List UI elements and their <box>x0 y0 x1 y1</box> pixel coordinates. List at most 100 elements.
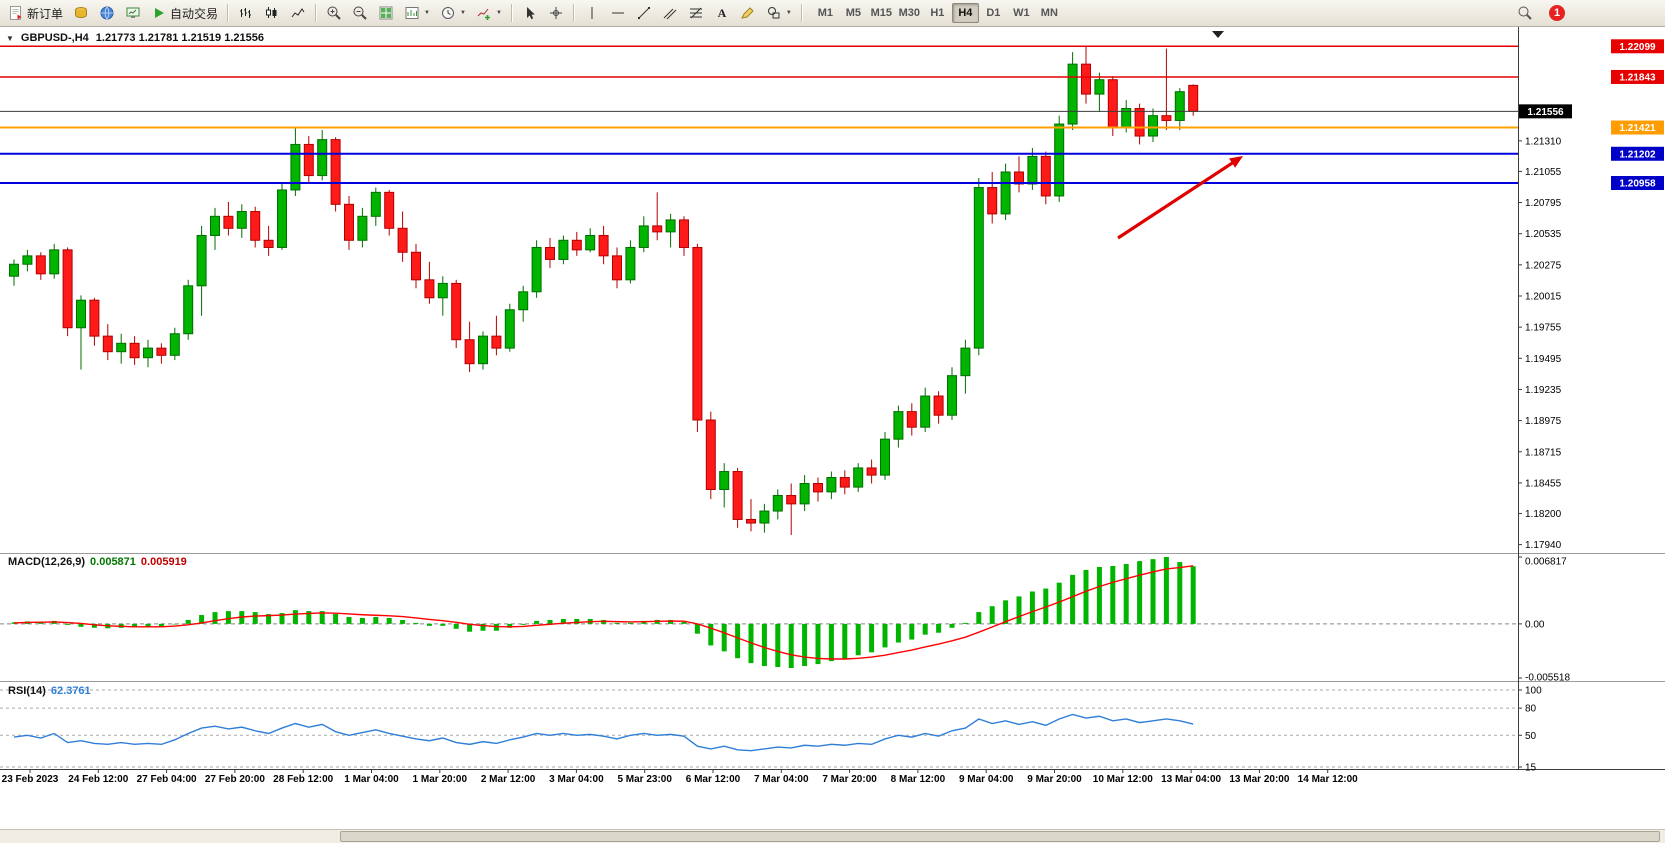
candle <box>705 419 716 490</box>
candle <box>317 139 328 177</box>
timeframe-button-M15[interactable]: M15 <box>868 3 895 23</box>
macd-histogram-bar <box>735 623 741 659</box>
trendline-tool-button[interactable] <box>632 2 656 24</box>
scrollbar-thumb[interactable] <box>340 831 1660 842</box>
horizontal-scrollbar[interactable] <box>0 829 1665 843</box>
shapes-tool-button[interactable]: ▼ <box>762 2 796 24</box>
zoom-out-button[interactable] <box>348 2 372 24</box>
channel-tool-button[interactable] <box>658 2 682 24</box>
price-tick-label: 1.18455 <box>1525 478 1562 489</box>
dropdown-arrow-icon: ▼ <box>785 10 792 16</box>
vertical-line-icon <box>591 7 593 19</box>
line-chart-mode-button[interactable] <box>286 2 310 24</box>
indicators-button[interactable]: ▼ <box>472 2 506 24</box>
timeframe-button-H1[interactable]: H1 <box>924 3 951 23</box>
time-tick-label: 8 Mar 12:00 <box>891 774 946 785</box>
horizontal-line-tool-button[interactable] <box>606 2 630 24</box>
time-tick-label: 10 Mar 12:00 <box>1093 774 1153 785</box>
zoom-in-button[interactable] <box>322 2 346 24</box>
new-order-button[interactable]: 新订单 <box>4 2 67 24</box>
tile-windows-button[interactable] <box>374 2 398 24</box>
market-watch-button[interactable] <box>69 2 93 24</box>
macd-histogram-bar <box>788 623 794 669</box>
label-tool-button[interactable] <box>736 2 760 24</box>
candle <box>759 510 770 524</box>
timeframe-button-MN[interactable]: MN <box>1036 3 1063 23</box>
macd-histogram-bar <box>1150 559 1156 624</box>
fibonacci-tool-button[interactable] <box>684 2 708 24</box>
templates-button[interactable]: ▼ <box>400 2 434 24</box>
macd-histogram-bar <box>1003 600 1009 624</box>
timeframe-button-W1[interactable]: W1 <box>1008 3 1035 23</box>
trend-arrow[interactable] <box>1117 156 1243 240</box>
macd-histogram-bar <box>1177 562 1183 624</box>
candle <box>424 279 435 299</box>
candle <box>1067 63 1078 125</box>
price-tick-label: 1.21310 <box>1525 136 1562 147</box>
candle <box>183 285 194 335</box>
price-badge-text: 1.21202 <box>1619 149 1656 160</box>
chart-shift-marker[interactable] <box>1212 31 1224 38</box>
macd-histogram-bar <box>895 623 901 643</box>
time-tick-label: 9 Mar 04:00 <box>959 774 1014 785</box>
time-tick-label: 14 Mar 12:00 <box>1298 774 1358 785</box>
macd-histogram-bar <box>185 619 191 624</box>
price-chart-canvas[interactable]: 1.22099 1.21843 1.21556 1.21421 1.21202 1.209… <box>0 27 1665 843</box>
price-badge <box>1611 176 1664 191</box>
data-window-button[interactable] <box>95 2 119 24</box>
candle <box>1040 155 1051 197</box>
svg-text:A: A <box>718 6 727 20</box>
macd-histogram-bar <box>694 623 700 634</box>
bar-chart-mode-button[interactable] <box>234 2 258 24</box>
candle <box>76 299 86 329</box>
macd-histogram-bar <box>292 610 298 624</box>
candle <box>116 342 127 353</box>
candle <box>746 518 756 524</box>
candle <box>210 215 220 236</box>
candle <box>464 339 475 365</box>
cursor-button[interactable] <box>518 2 542 24</box>
candle <box>35 255 46 275</box>
time-axis[interactable]: 23 Feb 2023 24 Feb 12:00 27 Feb 04:00 27 Fe… <box>2 769 1359 785</box>
search-icon <box>1518 6 1532 20</box>
macd-histogram-bar <box>386 617 392 624</box>
line-chart-icon <box>291 8 305 18</box>
candle <box>1174 91 1185 121</box>
autotrading-button[interactable]: 自动交易 <box>147 2 222 24</box>
candle <box>772 494 783 512</box>
price-axis[interactable]: 1.21310 1.21055 1.20795 1.20535 1.20275 1.200… <box>1518 136 1562 551</box>
macd-histogram-bar <box>1190 566 1196 624</box>
candle <box>156 347 167 356</box>
globe-icon <box>100 6 114 20</box>
notification-badge[interactable]: 1 <box>1549 5 1565 21</box>
search-button[interactable] <box>1513 2 1537 24</box>
terminal-button[interactable] <box>121 2 145 24</box>
periods-button[interactable]: ▼ <box>436 2 470 24</box>
timeframe-button-H4[interactable]: H4 <box>951 3 979 23</box>
vertical-line-tool-button[interactable] <box>580 2 604 24</box>
toolbar-separator <box>227 4 230 22</box>
text-tool-button[interactable]: A <box>710 2 734 24</box>
candle <box>625 246 636 281</box>
candle <box>344 203 354 241</box>
candle <box>370 191 381 217</box>
candle <box>799 483 810 505</box>
macd-histogram-bar <box>909 623 915 640</box>
macd-histogram-bar <box>1123 564 1129 624</box>
macd-histogram-bar <box>1137 561 1143 624</box>
crosshair-button[interactable] <box>544 2 568 24</box>
candle <box>263 239 274 248</box>
timeframe-button-D1[interactable]: D1 <box>980 3 1007 23</box>
candlestick-mode-button[interactable] <box>260 2 284 24</box>
timeframe-button-M1[interactable]: M1 <box>812 3 839 23</box>
macd-histogram-bar <box>681 621 687 624</box>
candle <box>638 225 649 248</box>
macd-histogram-bar <box>815 623 821 665</box>
macd-histogram-bar <box>922 623 928 635</box>
price-tick-label: 1.17940 <box>1525 540 1562 551</box>
macd-histogram-bar <box>333 614 339 624</box>
macd-histogram-bar <box>534 620 540 624</box>
timeframe-button-M5[interactable]: M5 <box>840 3 867 23</box>
timeframe-button-M30[interactable]: M30 <box>896 3 923 23</box>
